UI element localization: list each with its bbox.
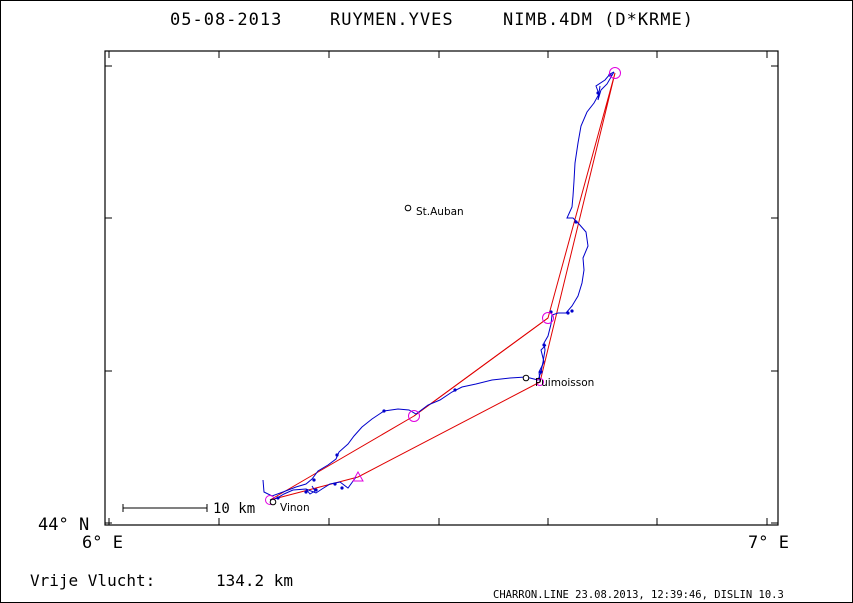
scale-bar-label: 10 km [213,501,255,517]
place-marker-icon [269,498,277,506]
place-markers [269,204,530,506]
task-lines [269,72,616,501]
turnpoint-circle [408,410,420,422]
latitude-label: 44° N [38,515,89,535]
axis-ticks [105,51,778,525]
gps-track [262,71,615,501]
footer-credits: CHARRON.LINE 23.08.2013, 12:39:46, DISLI… [493,589,784,601]
longitude-left-label: 6° E [82,533,123,553]
start-triangle-icon [352,470,364,482]
place-label-puimoisson: Puimoisson [535,377,594,389]
turnpoint-circle [536,378,544,386]
track-markers [276,73,612,500]
turnpoint-circle [609,67,621,79]
place-marker-icon [522,374,530,382]
place-label-vinon: Vinon [280,502,310,514]
turnpoint-circle [542,312,554,324]
glider-type: NIMB.4DM (D*KRME) [503,10,694,30]
place-marker-icon [404,204,412,212]
pilot-name: RUYMEN.YVES [330,10,454,30]
scale-bar [122,504,208,512]
place-label-st-auban: St.Auban [416,206,464,218]
longitude-right-label: 7° E [748,533,789,553]
flight-date: 05-08-2013 [170,10,282,30]
turnpoint-markers [265,67,621,505]
flight-distance: 134.2 km [216,571,293,590]
flight-type-label: Vrije Vlucht: [30,571,155,590]
plot-frame [104,50,779,526]
